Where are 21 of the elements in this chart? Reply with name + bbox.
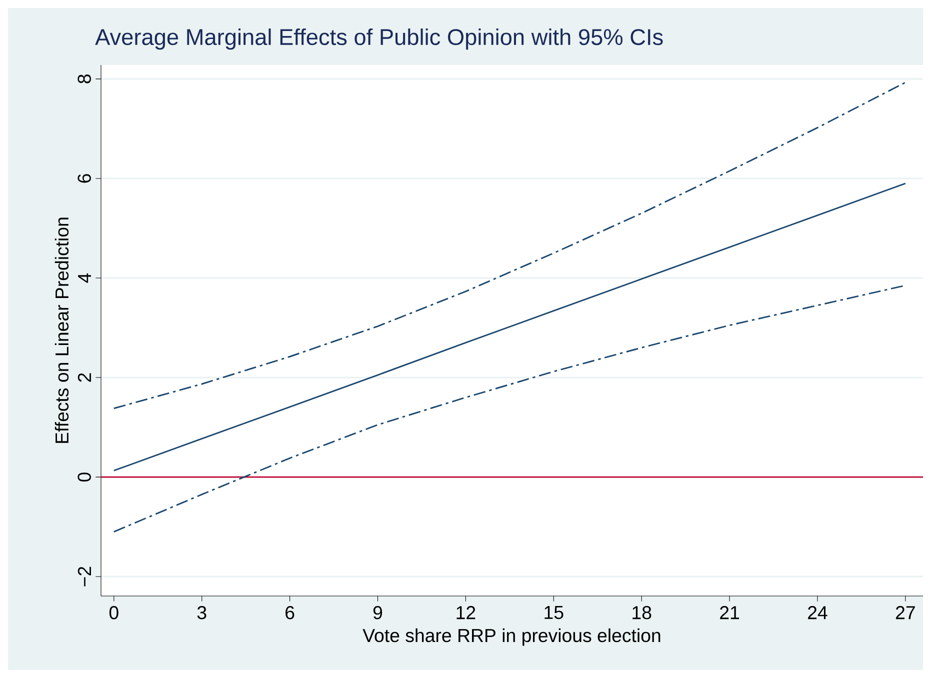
x-axis-title: Vote share RRP in previous election <box>362 628 660 646</box>
x-tick-label: 3 <box>197 606 206 620</box>
line-series <box>113 82 906 410</box>
y-axis-title: Effects on Linear Prediction <box>54 218 69 443</box>
y-tick-label: 4 <box>78 273 91 283</box>
x-tick-label: 9 <box>373 606 382 620</box>
x-tick-label: 21 <box>720 606 739 620</box>
y-tick-label: 2 <box>78 373 91 382</box>
x-tick-label: 18 <box>632 606 652 620</box>
chart-title: Average Marginal Effects of Public Opinion with 95% CIs <box>95 28 663 50</box>
x-tick-label: 15 <box>544 606 564 620</box>
y-tick-label: 0 <box>78 472 91 482</box>
x-tick-label: 0 <box>109 606 118 620</box>
x-tick-label: 27 <box>896 606 915 620</box>
x-tick-label: 12 <box>456 606 476 620</box>
line-series <box>113 182 906 472</box>
y-tick-label: −2 <box>78 566 91 586</box>
y-tick-label: 8 <box>78 74 91 84</box>
x-tick-label: 6 <box>286 606 294 620</box>
y-tick-label: 6 <box>78 174 91 183</box>
x-tick-label: 24 <box>808 606 828 620</box>
